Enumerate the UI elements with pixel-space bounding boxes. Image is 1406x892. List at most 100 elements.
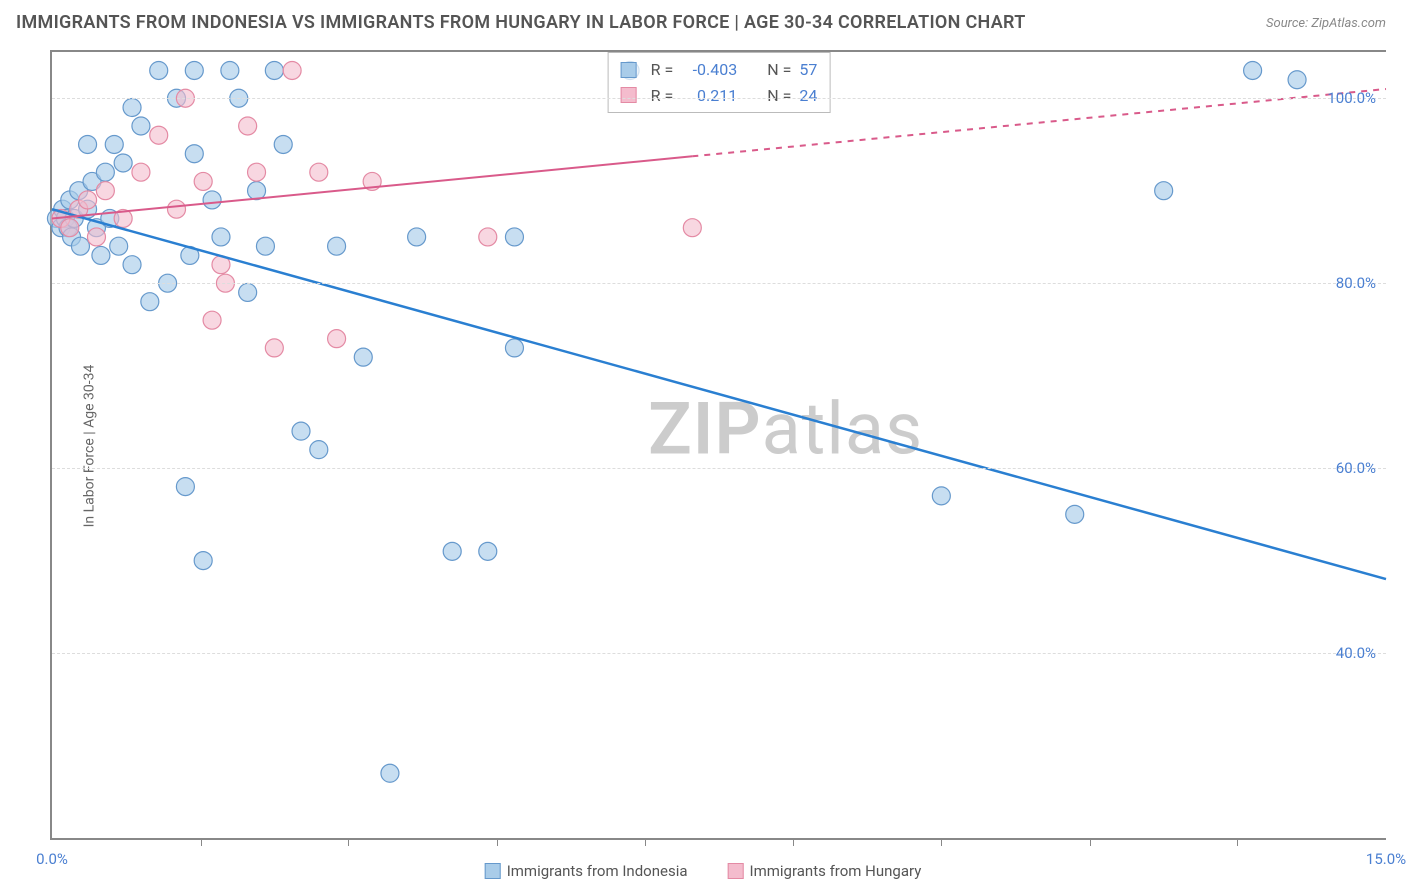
scatter-point — [1244, 61, 1262, 79]
scatter-point — [683, 219, 701, 237]
ytick-label: 80.0% — [1336, 274, 1376, 292]
legend-swatch — [621, 62, 637, 78]
stats-r-label: R = — [651, 83, 674, 109]
chart-container: IMMIGRANTS FROM INDONESIA VS IMMIGRANTS … — [0, 0, 1406, 892]
scatter-point — [203, 311, 221, 329]
scatter-point — [310, 441, 328, 459]
stats-row: R = 0.211 N = 24 — [621, 83, 818, 109]
scatter-point — [96, 182, 114, 200]
scatter-point — [274, 135, 292, 153]
scatter-point — [479, 228, 497, 246]
gridline — [52, 98, 1386, 99]
scatter-point — [239, 283, 257, 301]
scatter-point — [265, 339, 283, 357]
scatter-point — [92, 246, 110, 264]
chart-title: IMMIGRANTS FROM INDONESIA VS IMMIGRANTS … — [16, 12, 1026, 33]
scatter-point — [1066, 505, 1084, 523]
scatter-point — [87, 228, 105, 246]
ytick-label: 100.0% — [1327, 89, 1376, 107]
scatter-point — [79, 135, 97, 153]
scatter-point — [194, 172, 212, 190]
scatter-point — [505, 339, 523, 357]
xaxis-label: 15.0% — [1366, 850, 1406, 868]
scatter-point — [381, 764, 399, 782]
trend-line — [52, 209, 1386, 579]
scatter-point — [408, 228, 426, 246]
bottom-legend-item: Immigrants from Indonesia — [485, 862, 688, 880]
scatter-point — [443, 542, 461, 560]
scatter-point — [256, 237, 274, 255]
scatter-point — [168, 200, 186, 218]
ytick-label: 40.0% — [1336, 644, 1376, 662]
legend-swatch — [621, 87, 637, 103]
scatter-point — [132, 117, 150, 135]
scatter-point — [1288, 71, 1306, 89]
scatter-point — [932, 487, 950, 505]
stats-legend-box: R = -0.403 N = 57 R = 0.211 N = 24 — [608, 52, 831, 113]
xtick — [1090, 838, 1091, 846]
trend-line — [52, 156, 692, 218]
scatter-point — [185, 61, 203, 79]
gridline — [52, 283, 1386, 284]
legend-swatch — [728, 863, 744, 879]
scatter-point — [141, 293, 159, 311]
xtick — [348, 838, 349, 846]
stats-n-value: 57 — [799, 57, 817, 83]
scatter-point — [110, 237, 128, 255]
chart-svg — [52, 52, 1386, 838]
scatter-point — [248, 163, 266, 181]
xtick — [497, 838, 498, 846]
legend-swatch — [485, 863, 501, 879]
ytick-label: 60.0% — [1336, 459, 1376, 477]
stats-r-value: -0.403 — [681, 57, 737, 83]
scatter-point — [239, 117, 257, 135]
stats-n-label: N = — [767, 57, 791, 83]
stats-r-label: R = — [651, 57, 674, 83]
scatter-point — [79, 191, 97, 209]
xtick — [1237, 838, 1238, 846]
stats-n-value: 24 — [799, 83, 817, 109]
scatter-point — [176, 478, 194, 496]
scatter-point — [150, 126, 168, 144]
xtick — [201, 838, 202, 846]
scatter-point — [1155, 182, 1173, 200]
source-attribution: Source: ZipAtlas.com — [1266, 16, 1386, 31]
scatter-point — [212, 228, 230, 246]
xtick — [645, 838, 646, 846]
scatter-point — [123, 256, 141, 274]
scatter-point — [310, 163, 328, 181]
scatter-point — [194, 552, 212, 570]
scatter-point — [203, 191, 221, 209]
scatter-point — [479, 542, 497, 560]
scatter-point — [354, 348, 372, 366]
legend-label: Immigrants from Hungary — [750, 862, 922, 880]
xtick — [793, 838, 794, 846]
scatter-point — [61, 219, 79, 237]
gridline — [52, 653, 1386, 654]
stats-r-value: 0.211 — [681, 83, 737, 109]
scatter-point — [328, 330, 346, 348]
scatter-point — [283, 61, 301, 79]
xaxis-label: 0.0% — [36, 850, 68, 868]
scatter-point — [150, 61, 168, 79]
gridline — [52, 468, 1386, 469]
scatter-point — [96, 163, 114, 181]
scatter-point — [292, 422, 310, 440]
scatter-point — [265, 61, 283, 79]
stats-n-label: N = — [767, 83, 791, 109]
plot-area: ZIPatlas R =-0.403N =57R =0.211N =24 40.… — [50, 50, 1386, 840]
scatter-point — [114, 154, 132, 172]
legend-label: Immigrants from Indonesia — [507, 862, 688, 880]
scatter-point — [105, 135, 123, 153]
scatter-point — [132, 163, 150, 181]
scatter-point — [221, 61, 239, 79]
xtick — [941, 838, 942, 846]
scatter-point — [185, 145, 203, 163]
scatter-point — [505, 228, 523, 246]
scatter-point — [123, 98, 141, 116]
bottom-legend-item: Immigrants from Hungary — [728, 862, 922, 880]
scatter-point — [71, 237, 89, 255]
bottom-legend: Immigrants from Indonesia Immigrants from… — [485, 862, 922, 880]
stats-row: R = -0.403 N = 57 — [621, 57, 818, 83]
scatter-point — [328, 237, 346, 255]
